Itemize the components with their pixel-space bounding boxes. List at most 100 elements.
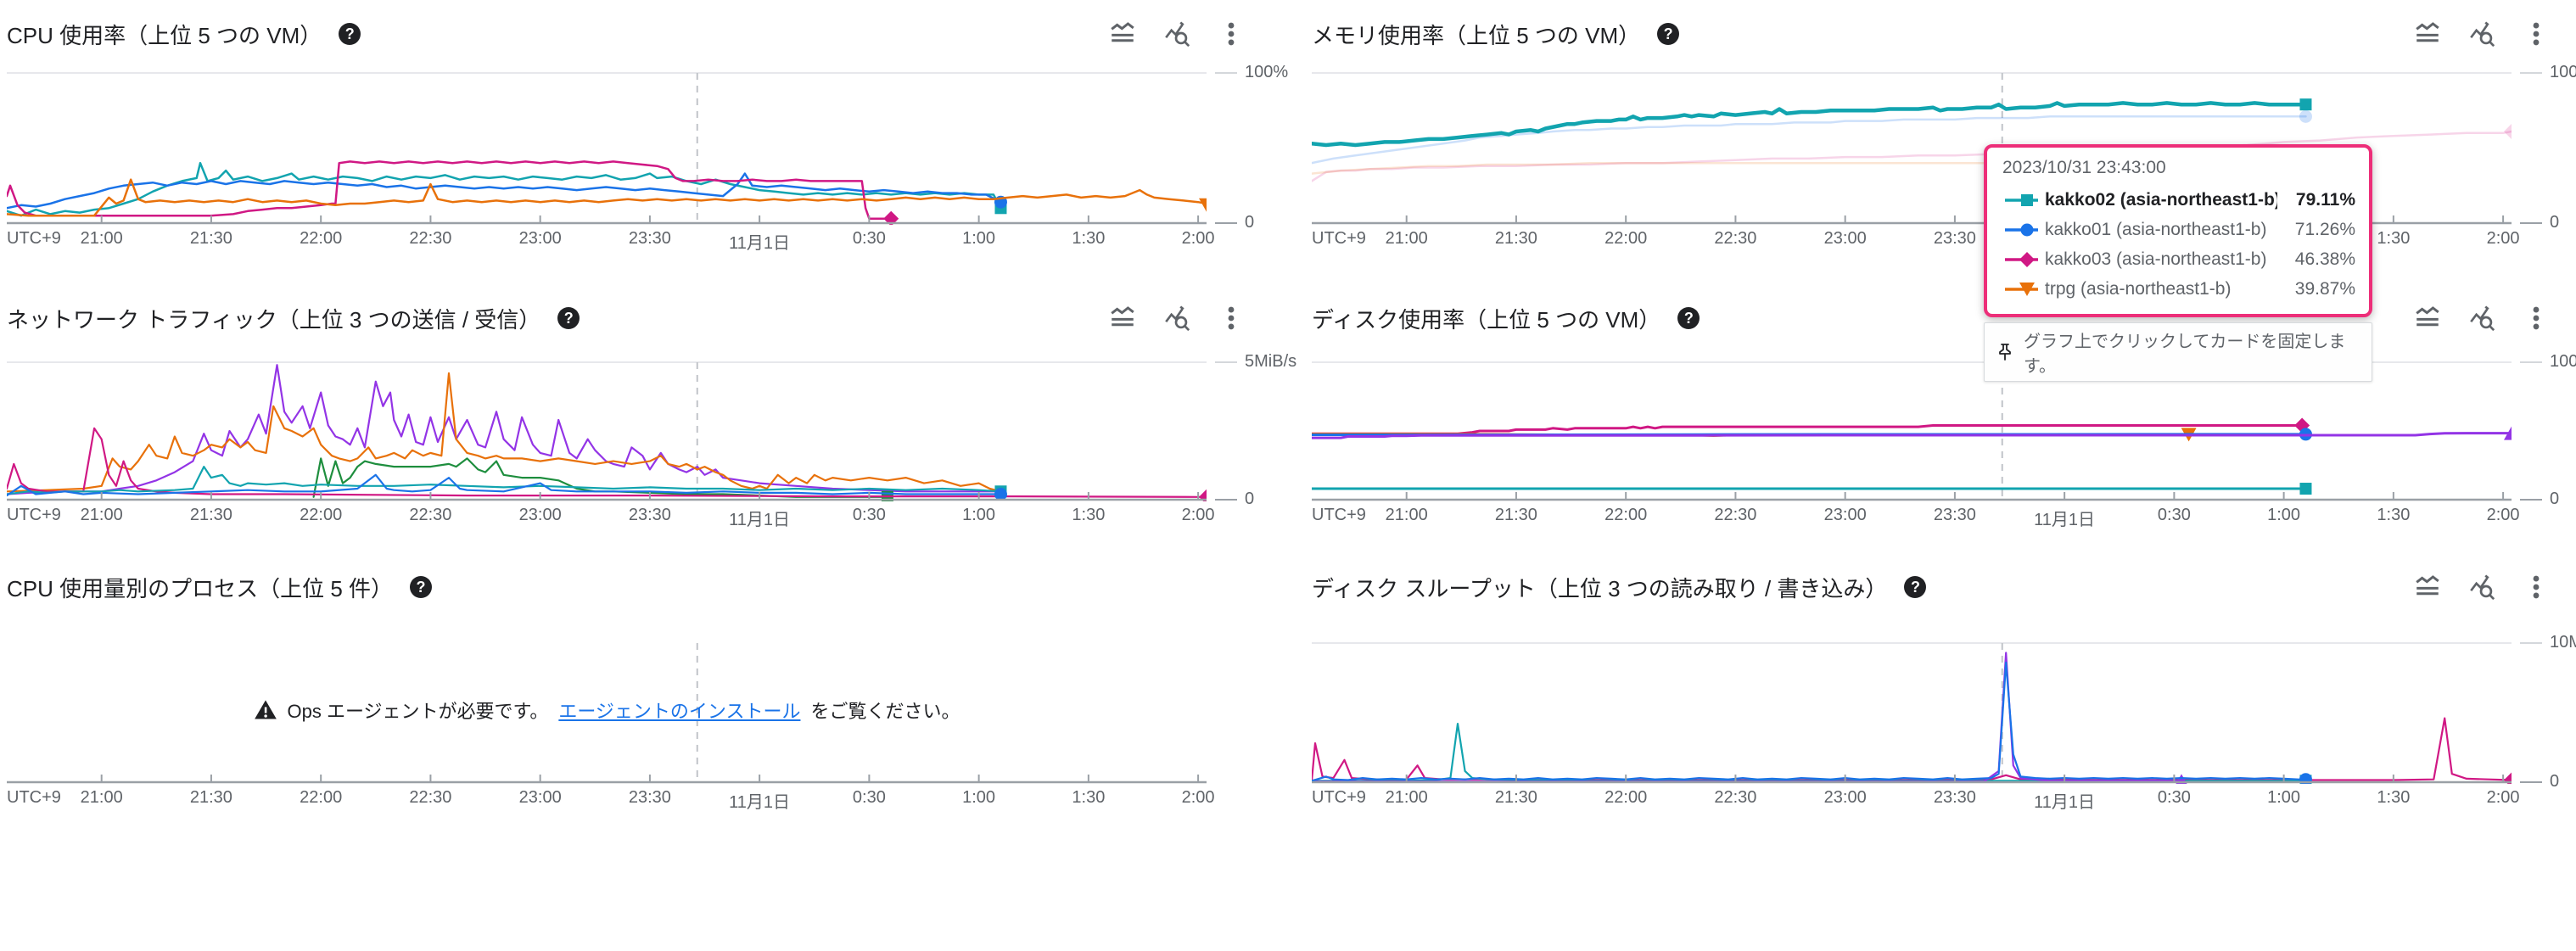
x-tick-label: 23:00 <box>518 506 562 524</box>
legend-toggle-icon[interactable] <box>2411 571 2444 603</box>
series-purple-series <box>1312 432 2512 439</box>
more-options-icon[interactable] <box>1215 302 1247 334</box>
series-marker-icon <box>2005 193 2038 206</box>
more-options-icon[interactable] <box>2520 18 2552 50</box>
panel-memory-usage: メモリ使用率（上位 5 つの VM） ? 100% 0 UTC+9 21:00 21… <box>1305 17 2576 382</box>
x-tick-label: 21:00 <box>1385 788 1428 807</box>
x-tick-label: 22:30 <box>1714 506 1757 524</box>
tooltip-row: kakko01 (asia-northeast1-b) 71.26% <box>2001 215 2355 244</box>
x-tick-label: 11月1日 <box>729 511 791 529</box>
tooltip-series-value: 71.26% <box>2294 219 2355 239</box>
panel-disk-throughput: ディスク スループット（上位 3 つの読み取り / 書き込み） ? 10MiB/… <box>1305 570 2576 812</box>
series-green-series <box>312 457 889 498</box>
series-end-marker <box>1199 489 1207 501</box>
legend-toggle-icon[interactable] <box>2411 18 2444 50</box>
panel-header: CPU 使用量別のプロセス（上位 5 件） ? <box>0 570 1288 604</box>
x-tick-label: 22:30 <box>1714 788 1757 807</box>
timezone-label: UTC+9 <box>7 788 61 807</box>
y-axis-zero-label: 0 <box>1215 213 1254 232</box>
x-tick-label: 1:30 <box>2377 229 2411 248</box>
y-axis-max-label: 100% <box>2520 352 2576 372</box>
series-blue-series <box>7 473 1002 497</box>
series-magenta-series <box>1312 717 2512 782</box>
plot-area: 10MiB/s 0 <box>1312 633 2576 791</box>
series-teal-series <box>7 466 1002 495</box>
panel-actions <box>2411 302 2552 334</box>
x-axis: UTC+9 21:00 21:30 22:00 22:30 23:00 23:30 11月1日… <box>1312 788 2520 812</box>
y-axis-zero-label: 0 <box>1215 489 1254 509</box>
y-axis-max-label: 100% <box>1215 63 1288 82</box>
x-tick-label: 21:00 <box>80 788 123 807</box>
plot-area: 100% 0 <box>1312 63 2576 232</box>
more-options-icon[interactable] <box>2520 571 2552 603</box>
chart-tooltip: 2023/10/31 23:43:00 kakko02 (asia-northe… <box>1984 144 2372 382</box>
explore-metrics-icon[interactable] <box>1161 302 1193 334</box>
legend-toggle-icon[interactable] <box>1106 302 1139 334</box>
help-icon[interactable]: ? <box>339 23 361 45</box>
x-tick-label: 0:30 <box>852 506 886 524</box>
help-icon[interactable]: ? <box>1677 307 1700 329</box>
x-tick-label: 21:30 <box>1494 788 1537 807</box>
plot-area: 100% 0 <box>1312 352 2576 508</box>
x-tick-label: 21:30 <box>189 229 232 248</box>
y-axis-max-label: 100% <box>2520 63 2576 82</box>
panel-header: CPU 使用率（上位 5 つの VM） ? <box>0 17 1288 51</box>
x-tick-label: 2:00 <box>2486 229 2520 248</box>
x-axis: UTC+9 21:00 21:30 22:00 22:30 23:00 23:30 11月1日… <box>1312 506 2520 529</box>
y-axis-max-label: 5MiB/s <box>1215 352 1296 372</box>
tooltip-row: kakko03 (asia-northeast1-b) 46.38% <box>2001 244 2355 274</box>
tooltip-pin-hint: グラフ上でクリックしてカードを固定します。 <box>1984 322 2372 382</box>
x-tick-label: 1:30 <box>2377 506 2411 524</box>
series-kakko03 <box>1312 130 2512 182</box>
legend-toggle-icon[interactable] <box>2411 302 2444 334</box>
explore-metrics-icon[interactable] <box>2466 18 2498 50</box>
timezone-label: UTC+9 <box>1312 506 1366 524</box>
panel-actions <box>1106 18 1247 50</box>
series-orange-series <box>7 372 1002 493</box>
series-kakko02 <box>1312 101 2308 148</box>
x-tick-label: 21:00 <box>1385 229 1428 248</box>
tooltip-pin-text: グラフ上でクリックしてカードを固定します。 <box>2024 333 2346 376</box>
series-trpg <box>7 178 1207 217</box>
series-marker-icon <box>2005 282 2038 296</box>
tooltip-series-name: kakko01 (asia-northeast1-b) <box>2045 219 2267 239</box>
cpu-usage-chart[interactable] <box>7 68 1207 225</box>
series-teal-series <box>1312 722 2307 782</box>
explore-metrics-icon[interactable] <box>2466 571 2498 603</box>
legend-toggle-icon[interactable] <box>1106 18 1139 50</box>
timezone-label: UTC+9 <box>7 229 61 248</box>
help-icon[interactable]: ? <box>1904 576 1927 598</box>
memory-usage-chart[interactable] <box>1312 68 2512 225</box>
network-traffic-chart[interactable] <box>7 357 1207 501</box>
help-icon[interactable]: ? <box>1657 23 1680 45</box>
x-tick-label: 1:30 <box>1072 229 1106 248</box>
tooltip-row: kakko02 (asia-northeast1-b) 79.11% <box>2001 185 2355 215</box>
series-kakko03 <box>7 160 893 220</box>
x-axis: UTC+9 21:00 21:30 22:00 22:30 23:00 23:30 11月1日… <box>7 229 1215 253</box>
disk-usage-chart[interactable] <box>1312 357 2512 501</box>
explore-metrics-icon[interactable] <box>2466 302 2498 334</box>
disk-throughput-chart[interactable] <box>1312 638 2512 784</box>
more-options-icon[interactable] <box>2520 302 2552 334</box>
explore-metrics-icon[interactable] <box>1161 18 1193 50</box>
tooltip-timestamp: 2023/10/31 23:43:00 <box>2002 158 2166 177</box>
panel-header: ディスク使用率（上位 5 つの VM） ? <box>1305 301 2576 335</box>
panel-header: ディスク スループット（上位 3 つの読み取り / 書き込み） ? <box>1305 570 2576 604</box>
y-axis-zero-label: 0 <box>2520 772 2559 792</box>
panel-title: ディスク スループット（上位 3 つの読み取り / 書き込み） <box>1312 575 1888 601</box>
series-end-marker <box>2299 98 2312 111</box>
x-tick-label: 23:00 <box>1823 788 1867 807</box>
help-icon[interactable]: ? <box>557 307 580 329</box>
more-options-icon[interactable] <box>1215 18 1247 50</box>
x-tick-label: 21:00 <box>1385 506 1428 524</box>
help-icon[interactable]: ? <box>410 576 433 598</box>
x-tick-label: 21:30 <box>189 506 232 524</box>
series-end-marker <box>883 210 899 225</box>
x-tick-label: 22:30 <box>1714 229 1757 248</box>
panel-actions <box>2411 571 2552 603</box>
series-end-marker <box>2299 483 2312 495</box>
install-agent-link[interactable]: エージェントのインストール <box>558 700 801 722</box>
x-tick-label: 2:00 <box>1181 229 1215 248</box>
x-tick-label: 22:00 <box>1604 506 1648 524</box>
x-tick-label: 22:00 <box>1604 788 1648 807</box>
